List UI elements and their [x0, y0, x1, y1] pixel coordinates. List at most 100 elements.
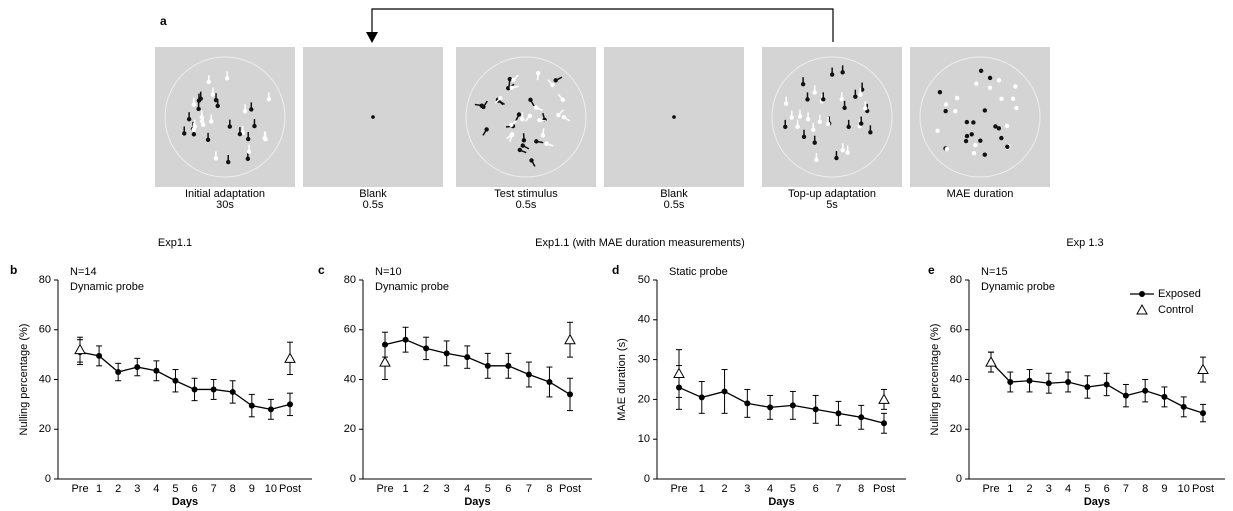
dot — [215, 103, 220, 109]
legend-marker — [1136, 303, 1148, 315]
dot — [242, 109, 248, 114]
dot — [953, 108, 958, 114]
point — [1122, 392, 1129, 399]
fixation-dot — [371, 115, 375, 119]
point — [1045, 380, 1052, 387]
motion-trail — [510, 120, 518, 126]
motion-trail — [482, 129, 488, 136]
x-tick-label: 6 — [1104, 483, 1110, 495]
stimulus-frame — [910, 47, 1050, 187]
y-tick-label: 60 — [950, 324, 962, 336]
fixation-dot — [672, 115, 676, 119]
dot — [789, 115, 794, 120]
x-tick-label: Pre — [982, 483, 999, 495]
dot — [996, 78, 1002, 83]
dot — [978, 138, 983, 143]
dot — [200, 122, 206, 127]
y-tick-label: 30 — [638, 354, 650, 366]
legend-marker — [1139, 291, 1145, 297]
x-tick-label: 3 — [444, 483, 450, 495]
x-axis-label: Days — [1084, 496, 1110, 508]
motion-trail — [536, 73, 539, 81]
arrow-head — [366, 32, 378, 43]
aperture — [164, 56, 286, 178]
panel-label: c — [318, 263, 325, 277]
y-tick-label: 40 — [638, 314, 650, 326]
motion-trail — [524, 115, 531, 122]
dot — [1005, 144, 1010, 149]
point — [1103, 381, 1110, 388]
dot — [213, 97, 219, 103]
dot — [963, 138, 969, 144]
point — [96, 352, 103, 359]
x-tick-label: 1 — [96, 483, 102, 495]
y-tick-label: 0 — [644, 473, 650, 485]
dot — [1013, 84, 1018, 89]
dot — [982, 108, 988, 113]
frame-caption: Blank — [660, 188, 688, 200]
point — [673, 367, 685, 379]
x-tick-label: 10 — [1178, 483, 1190, 495]
point — [812, 406, 819, 413]
panel-label: b — [10, 263, 17, 277]
y-tick-label: 80 — [950, 274, 962, 286]
y-tick-label: 40 — [39, 373, 51, 385]
y-tick-label: 0 — [45, 473, 51, 485]
point — [505, 362, 512, 369]
point — [464, 354, 471, 361]
y-axis-label: Nulling percentage (%) — [18, 324, 30, 436]
dot — [191, 102, 197, 107]
motion-trail — [535, 106, 543, 112]
frame-caption: Initial adaptation — [185, 188, 265, 200]
dot — [969, 132, 974, 137]
motion-trail — [557, 93, 564, 101]
motion-trail — [557, 109, 564, 116]
x-axis-label: Days — [172, 496, 198, 508]
motion-trail — [512, 74, 519, 81]
dot — [795, 124, 800, 129]
point — [443, 350, 450, 357]
x-tick-label: Post — [559, 483, 581, 495]
x-tick-label: 2 — [423, 483, 429, 495]
x-axis-label: Days — [464, 496, 490, 508]
point — [115, 369, 122, 376]
point — [379, 356, 391, 367]
x-tick-label: 6 — [813, 483, 819, 495]
y-tick-label: 20 — [39, 423, 51, 435]
x-tick-label: 5 — [790, 483, 796, 495]
x-tick-label: 4 — [767, 483, 773, 495]
y-tick-label: 40 — [950, 373, 962, 385]
x-tick-label: 9 — [249, 483, 255, 495]
x-tick-label: 5 — [485, 483, 491, 495]
aperture — [771, 56, 893, 178]
point — [402, 336, 409, 343]
dot — [797, 114, 803, 119]
x-tick-label: 9 — [1161, 483, 1167, 495]
x-tick-label: 7 — [211, 483, 217, 495]
point — [985, 356, 997, 367]
dot — [971, 120, 976, 125]
dot — [829, 72, 835, 77]
dot — [943, 108, 948, 114]
dot — [971, 151, 977, 156]
annotation: N=10 — [375, 266, 402, 278]
y-tick-label: 20 — [950, 423, 962, 435]
dot — [996, 126, 1002, 131]
point — [153, 367, 160, 374]
panel-label: a — [160, 14, 167, 28]
point — [698, 394, 705, 401]
annotation: Dynamic probe — [981, 281, 1055, 293]
x-tick-label: Pre — [376, 483, 393, 495]
panel-label: d — [612, 263, 619, 277]
y-tick-label: 20 — [344, 423, 356, 435]
series-line — [990, 361, 1204, 414]
motion-trail — [563, 116, 571, 122]
dot — [817, 119, 822, 125]
x-tick-label: 7 — [526, 483, 532, 495]
x-tick-label: 4 — [153, 483, 159, 495]
frame-duration: 0.5s — [516, 199, 537, 211]
dot — [266, 97, 272, 102]
frame-caption: Top-up adaptation — [788, 188, 876, 200]
x-tick-label: 8 — [230, 483, 236, 495]
x-tick-label: Pre — [71, 483, 88, 495]
